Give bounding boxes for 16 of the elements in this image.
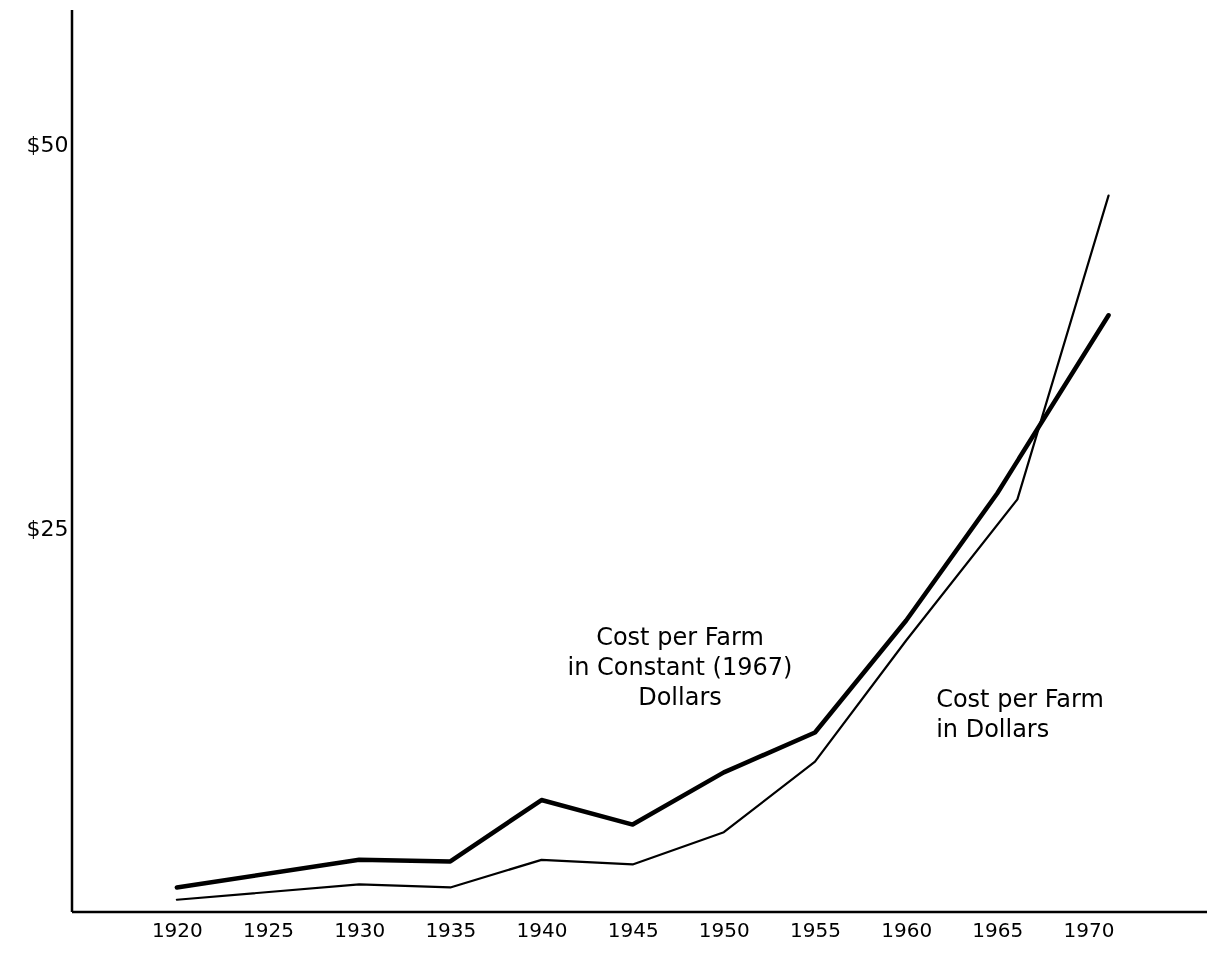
x-tick-label: 1940 <box>516 917 568 942</box>
x-tick-label: 1930 <box>334 917 386 942</box>
series-label: Cost per Farm in Constant (1967) Dollars <box>567 622 793 711</box>
x-tick-label: 1955 <box>790 917 841 942</box>
line-series <box>175 194 1110 901</box>
x-tick-label: 1925 <box>243 917 294 942</box>
x-tick-label: 1970 <box>1063 917 1115 942</box>
y-tick-label: $50 <box>26 132 69 158</box>
x-tick-label: 1935 <box>425 917 477 942</box>
x-tick-label: 1960 <box>881 917 933 942</box>
y-tick-label: $25 <box>26 516 69 541</box>
x-tick-label: 1920 <box>151 917 203 942</box>
x-tick-label: 1950 <box>698 917 750 942</box>
x-tick-label: 1965 <box>972 917 1024 942</box>
x-tick-label: 1945 <box>607 917 659 942</box>
text: Cost per Farm in Dollars <box>936 685 1104 744</box>
